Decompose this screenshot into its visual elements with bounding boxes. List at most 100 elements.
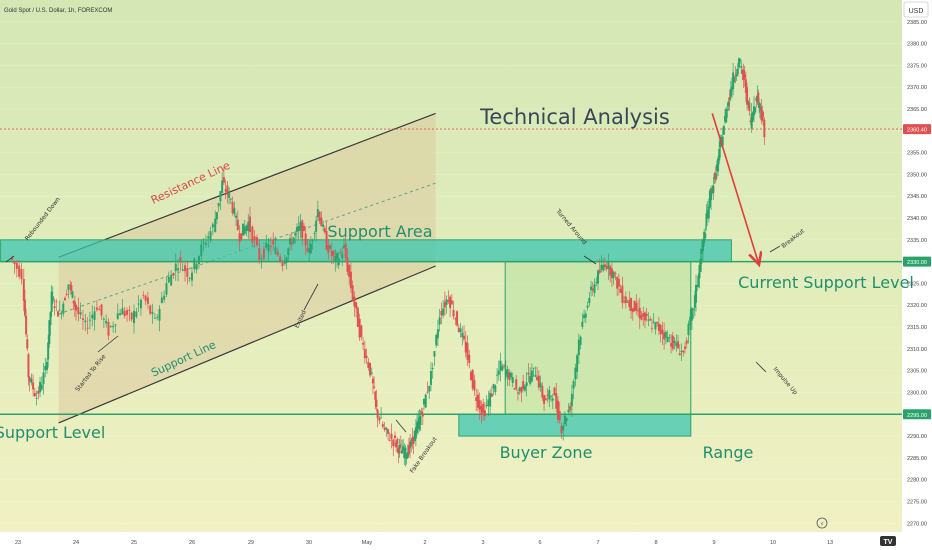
candle-body — [48, 320, 51, 345]
lightning-icon[interactable] — [816, 517, 828, 529]
candle-body — [28, 376, 31, 382]
candle-body — [695, 284, 698, 303]
candle-body — [81, 318, 84, 321]
candle-body — [402, 446, 405, 452]
candle-body — [410, 440, 413, 447]
candle-body — [447, 300, 450, 302]
candle-body — [597, 270, 599, 284]
candle-body — [692, 308, 695, 310]
time-axis: 232425262930May236789101314 — [15, 540, 891, 546]
candle-body — [77, 307, 80, 314]
candle-body — [57, 311, 60, 317]
candle-body — [621, 285, 624, 303]
candle-body — [339, 251, 342, 253]
candle-body — [86, 327, 89, 329]
candle-body — [165, 283, 168, 295]
candle-body — [414, 427, 417, 439]
candle-body — [721, 136, 724, 146]
candle-body — [144, 295, 147, 301]
candle-body — [396, 438, 399, 445]
candle-body — [423, 398, 425, 405]
candle-body — [40, 384, 43, 390]
candle-body — [158, 308, 161, 321]
candle-body — [70, 284, 73, 291]
candle-body — [473, 380, 476, 391]
x-tick-label: 13 — [827, 540, 833, 546]
candle-body — [732, 72, 735, 90]
y-tick-label: 2350.00 — [907, 172, 927, 178]
candle-body — [219, 191, 222, 202]
candle-body — [518, 387, 521, 392]
candle-body — [556, 400, 559, 420]
candle-body — [649, 319, 652, 321]
support-line — [58, 265, 436, 424]
candle-body — [107, 321, 110, 336]
candle-body — [167, 276, 170, 283]
y-tick-label: 2375.00 — [907, 63, 927, 69]
candle-body — [522, 381, 525, 390]
candle-body — [207, 236, 210, 239]
lightning-glyph[interactable]: ⚡ — [820, 521, 824, 528]
candle-body — [233, 208, 236, 215]
candle-body — [595, 282, 598, 284]
candle-body — [142, 294, 145, 296]
candle-body — [567, 409, 570, 413]
candle-body — [30, 378, 33, 383]
x-tick-label: 2 — [423, 540, 426, 546]
currency-badge-box[interactable] — [903, 1, 929, 18]
candle-body — [109, 326, 112, 327]
candle-body — [612, 271, 615, 278]
candle-body — [195, 263, 198, 270]
candle-body — [373, 386, 376, 388]
candle-body — [563, 415, 566, 425]
currency-badge[interactable]: USD — [909, 8, 924, 15]
candle-body — [240, 233, 243, 240]
candle-body — [496, 374, 499, 376]
candle-body — [494, 385, 497, 393]
y-tick-label: 2285.00 — [907, 456, 927, 462]
candle-body — [504, 370, 507, 376]
candle-body — [537, 375, 540, 388]
candle-body — [295, 227, 298, 232]
candle-body — [407, 444, 410, 455]
candle-body — [91, 314, 94, 319]
candle-body — [79, 312, 82, 315]
candle-body — [371, 378, 374, 384]
candle-body — [733, 77, 736, 82]
candle-body — [744, 79, 747, 94]
candle-body — [450, 300, 453, 305]
candle-body — [381, 424, 384, 427]
candle-body — [394, 435, 396, 438]
candle-body — [191, 272, 193, 281]
candle-body — [262, 248, 265, 259]
candle-body — [421, 414, 424, 417]
y-tick-label: 2305.00 — [907, 369, 927, 375]
candle-body — [728, 97, 731, 100]
support-area-zone — [0, 239, 732, 263]
candle-body — [311, 239, 314, 242]
candle-body — [258, 248, 261, 260]
candle-body — [375, 399, 378, 407]
candle-body — [285, 257, 288, 263]
candle-body — [392, 439, 395, 447]
x-tick-label: 25 — [131, 540, 137, 546]
candle-body — [726, 109, 729, 111]
candle-body — [588, 297, 591, 303]
candle-body — [468, 354, 471, 363]
candle-body — [405, 455, 408, 460]
candle-body — [440, 310, 443, 316]
candle-body — [51, 296, 54, 302]
candle-body — [294, 232, 297, 236]
buyer-zone-label: Buyer Zone — [500, 443, 593, 462]
candle-body — [706, 210, 709, 218]
candle-body — [677, 341, 680, 349]
candle-body — [25, 315, 28, 335]
candle-body — [265, 243, 268, 248]
candle-body — [499, 360, 502, 371]
candle-body — [409, 442, 412, 449]
candle-body — [322, 224, 325, 227]
candle-body — [464, 341, 467, 353]
candle-body — [719, 141, 722, 148]
candle-body — [754, 107, 757, 113]
candle-body — [383, 427, 386, 430]
